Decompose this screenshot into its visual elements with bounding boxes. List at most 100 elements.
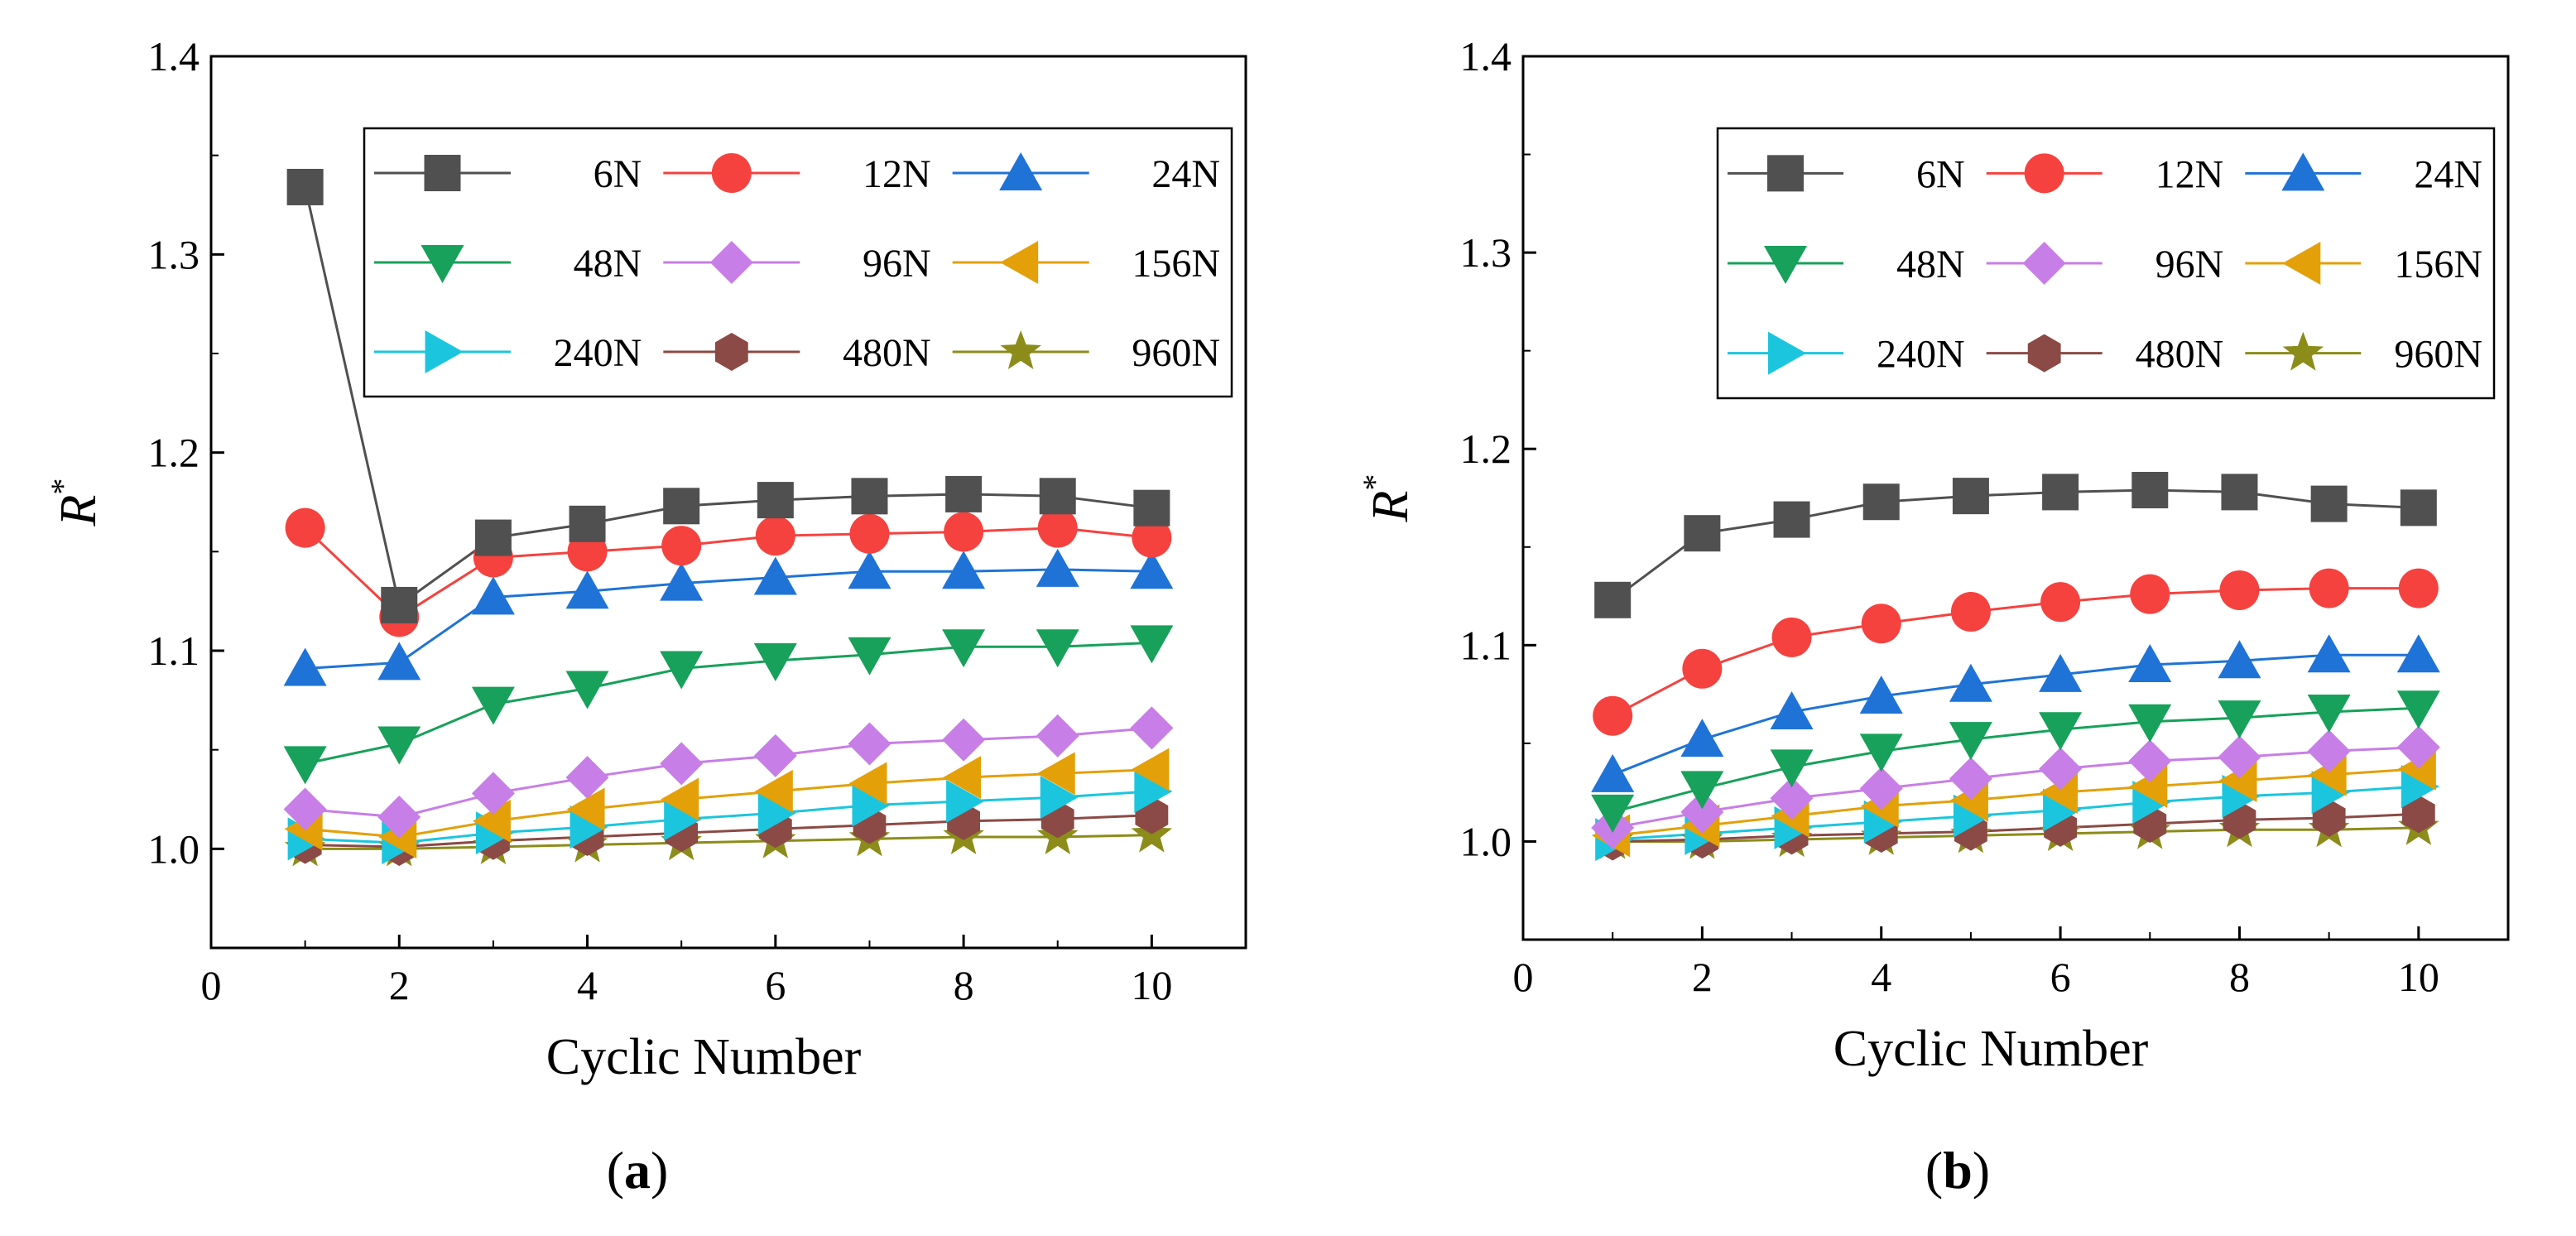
legend-label-b-6N: 6N: [1916, 152, 1965, 196]
data-point-b-96N-9: [2307, 729, 2351, 773]
data-point-b-6N-9: [2310, 485, 2348, 522]
y-tick-label-b-4: 1.4: [1460, 33, 1512, 79]
series-lines-a: [304, 186, 1152, 850]
data-point-b-96N-3: [1770, 777, 1814, 820]
data-point-b-12N-6: [2040, 582, 2081, 623]
series-markers-b: [1591, 472, 2440, 862]
series-line-b-48N: [1612, 706, 2419, 814]
data-point-a-156N-7: [848, 762, 887, 806]
legend-marker-b-480N: [2027, 334, 2061, 373]
legend-label-a-96N: 96N: [863, 242, 931, 286]
data-point-b-12N-5: [1950, 592, 1991, 632]
data-point-b-24N-3: [1770, 690, 1814, 729]
data-point-a-156N-10: [1131, 748, 1170, 791]
data-point-a-240N-8: [946, 779, 985, 823]
data-point-a-24N-7: [848, 551, 892, 589]
data-point-b-12N-10: [2398, 568, 2439, 608]
data-point-a-96N-3: [471, 772, 515, 815]
legend-marker-b-96N: [2022, 242, 2066, 285]
x-axis-title-b: Cyclic Number: [1833, 1021, 2149, 1077]
data-point-b-48N-9: [2307, 694, 2351, 733]
legend-marker-a-240N: [425, 330, 464, 373]
x-tick-label-a-1: 2: [389, 962, 410, 1008]
series-line-a-12N: [304, 527, 1152, 619]
data-point-a-48N-9: [1036, 629, 1079, 668]
data-point-a-6N-6: [757, 482, 794, 519]
data-point-a-48N-7: [848, 637, 892, 676]
legend-marker-b-156N: [2282, 242, 2321, 285]
series-line-a-6N: [304, 186, 1152, 608]
data-point-a-12N-7: [849, 513, 890, 554]
data-point-a-6N-9: [1039, 478, 1076, 515]
data-point-a-12N-6: [755, 516, 795, 556]
data-point-b-48N-4: [1859, 733, 1903, 772]
y-tick-label-b-0: 1.0: [1460, 818, 1512, 864]
legend-label-b-96N: 96N: [2155, 243, 2224, 286]
plot-frame-b: [1521, 55, 2510, 941]
data-point-a-12N-1: [285, 507, 325, 548]
data-point-b-24N-2: [1680, 719, 1724, 757]
data-point-a-156N-4: [566, 787, 605, 831]
series-line-b-6N: [1612, 488, 2419, 602]
legend-label-a-960N: 960N: [1132, 331, 1220, 375]
data-point-a-6N-3: [474, 519, 512, 556]
data-point-a-96N-7: [848, 722, 892, 766]
legend-marker-a-156N: [1000, 241, 1039, 284]
legend-label-b-960N: 960N: [2394, 333, 2482, 377]
series-line-b-24N: [1612, 653, 2419, 777]
data-point-a-48N-5: [660, 651, 704, 690]
y-axis-title-main-b: R: [1362, 491, 1419, 523]
y-tick-label-a-2: 1.2: [148, 430, 200, 476]
legend-label-a-480N: 480N: [843, 331, 931, 375]
data-point-a-156N-6: [754, 769, 793, 813]
legend-marker-a-48N: [421, 245, 464, 283]
data-point-b-96N-10: [2396, 725, 2440, 769]
data-point-b-24N-6: [2039, 653, 2083, 692]
series-line-b-96N: [1612, 746, 2419, 830]
series-line-a-240N: [305, 790, 1152, 844]
data-point-a-96N-9: [1036, 714, 1079, 757]
data-point-b-6N-8: [2221, 474, 2258, 511]
data-point-a-6N-2: [381, 586, 418, 623]
panel-label-a: (a): [607, 1141, 669, 1200]
data-point-b-48N-6: [2039, 712, 2083, 751]
y-axis-title-b: R*: [1356, 474, 1419, 523]
data-point-b-6N-7: [2131, 472, 2169, 509]
series-line-b-12N: [1612, 587, 2419, 718]
data-point-a-24N-1: [283, 647, 327, 686]
y-tick-label-b-2: 1.2: [1460, 426, 1512, 472]
series-line-b-480N: [1612, 812, 2419, 843]
data-point-b-6N-4: [1862, 483, 1900, 521]
data-point-b-12N-3: [1771, 617, 1812, 657]
series-line-a-960N: [305, 834, 1152, 850]
data-point-b-24N-8: [2218, 640, 2261, 679]
series-line-a-480N: [305, 814, 1152, 849]
data-point-b-48N-7: [2128, 704, 2172, 743]
series-line-b-960N: [1612, 826, 2419, 843]
data-point-b-24N-4: [1859, 675, 1903, 714]
y-tick-label-a-4: 1.4: [148, 33, 200, 79]
legend-label-a-6N: 6N: [594, 152, 642, 196]
x-tick-label-a-5: 10: [1131, 962, 1172, 1008]
data-point-b-6N-2: [1684, 515, 1721, 552]
legend-marker-a-480N: [714, 333, 748, 371]
legend-box-b: [1716, 127, 2496, 400]
data-point-a-96N-2: [377, 796, 421, 839]
plot-frame-a: [209, 55, 1247, 950]
panel-label-b: (b): [1925, 1141, 1990, 1200]
legend-label-a-156N: 156N: [1132, 242, 1220, 286]
data-point-a-48N-10: [1130, 625, 1174, 664]
data-point-a-24N-3: [471, 576, 515, 615]
data-point-a-6N-4: [569, 505, 606, 542]
data-point-a-96N-5: [660, 742, 704, 786]
data-point-b-48N-5: [1949, 722, 1992, 761]
legend-label-b-12N: 12N: [2155, 152, 2224, 196]
series-line-b-240N: [1612, 785, 2419, 841]
data-point-b-96N-4: [1859, 767, 1903, 810]
y-axis-title-main-a: R: [50, 495, 107, 527]
legend-label-b-24N: 24N: [2414, 152, 2482, 196]
x-tick-label-a-3: 6: [765, 962, 786, 1008]
y-tick-label-a-1: 1.1: [148, 628, 200, 674]
data-point-b-96N-6: [2039, 747, 2083, 791]
data-point-b-24N-10: [2396, 634, 2440, 673]
